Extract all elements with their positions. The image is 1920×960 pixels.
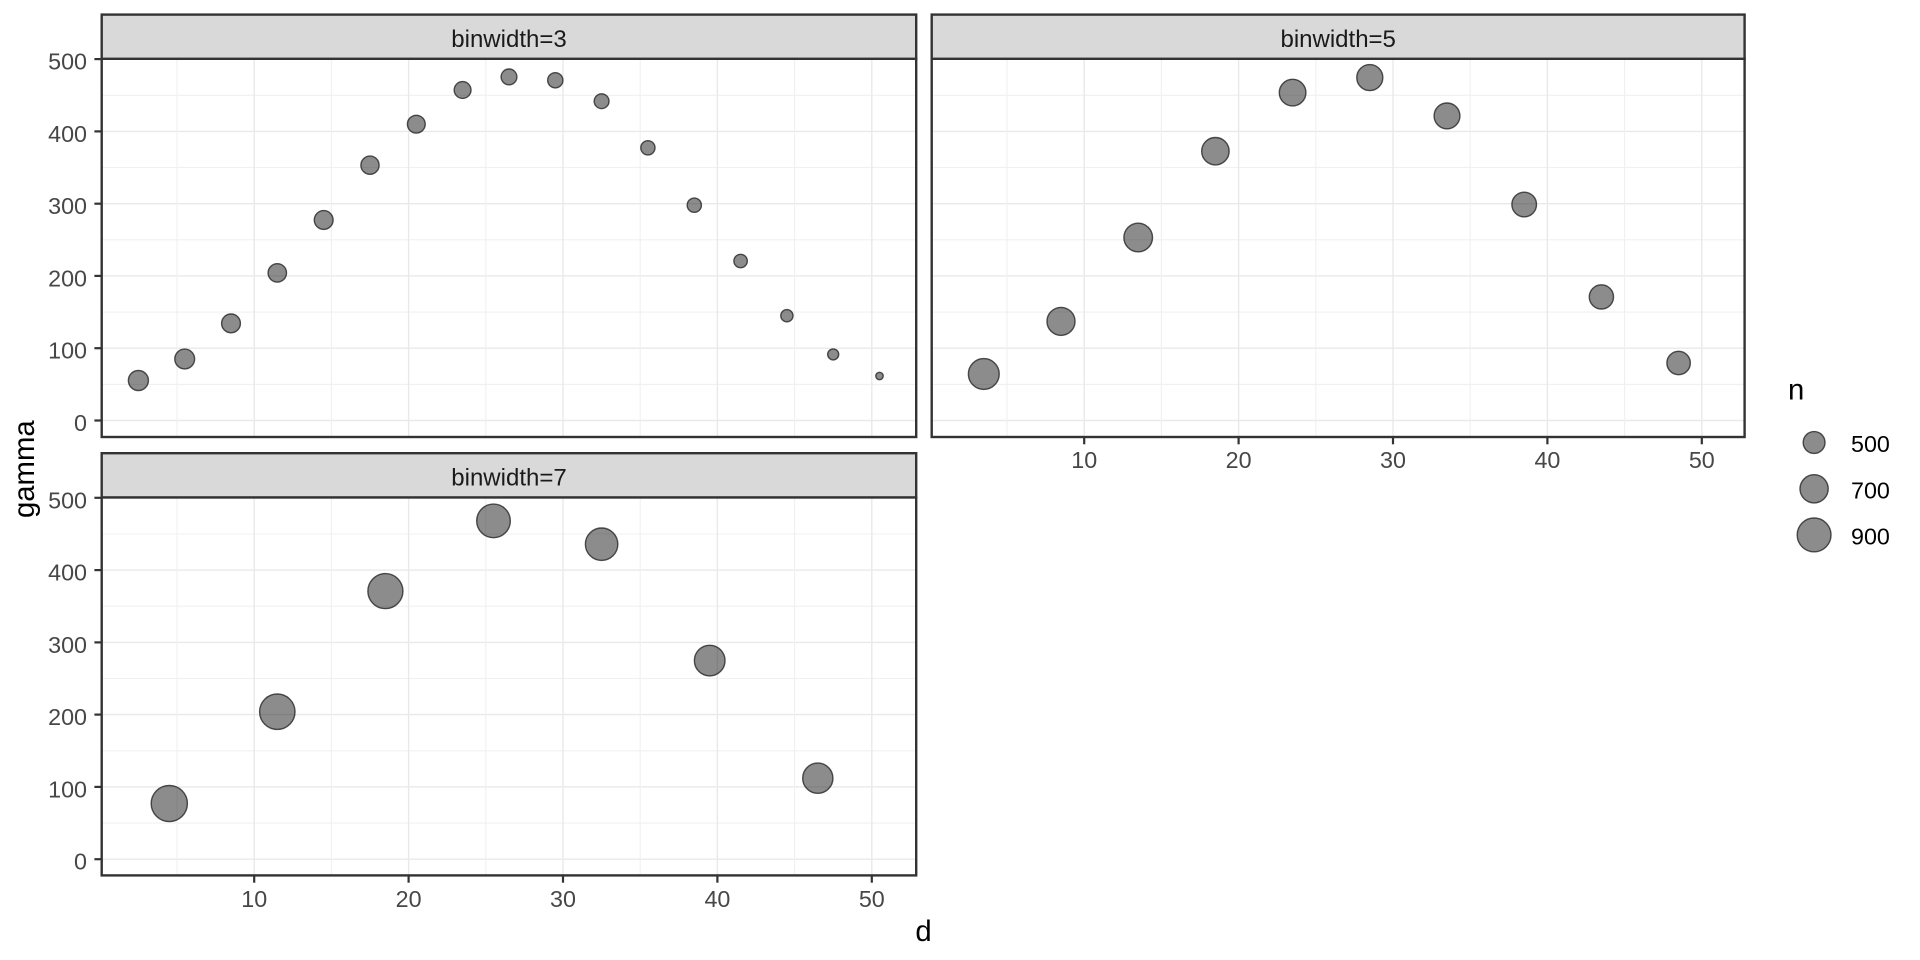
svg-text:10: 10: [1071, 447, 1097, 473]
svg-text:500: 500: [48, 487, 87, 513]
svg-text:0: 0: [74, 849, 87, 875]
svg-text:900: 900: [1851, 524, 1890, 550]
svg-text:binwidth=5: binwidth=5: [1280, 26, 1395, 53]
svg-text:400: 400: [48, 121, 87, 147]
svg-text:300: 300: [48, 193, 87, 219]
svg-text:gamma: gamma: [8, 420, 41, 518]
svg-text:10: 10: [241, 886, 267, 912]
svg-text:700: 700: [1851, 477, 1890, 503]
svg-text:20: 20: [1226, 447, 1252, 473]
svg-text:binwidth=3: binwidth=3: [451, 26, 566, 53]
svg-text:20: 20: [396, 886, 422, 912]
svg-text:300: 300: [48, 632, 87, 658]
svg-text:0: 0: [74, 410, 87, 436]
svg-text:100: 100: [48, 338, 87, 364]
svg-text:d: d: [915, 915, 931, 948]
svg-text:100: 100: [48, 776, 87, 802]
svg-text:n: n: [1788, 374, 1804, 407]
svg-text:200: 200: [48, 704, 87, 730]
svg-text:30: 30: [550, 886, 576, 912]
svg-text:200: 200: [48, 265, 87, 291]
svg-text:500: 500: [48, 49, 87, 75]
svg-text:50: 50: [859, 886, 885, 912]
svg-text:500: 500: [1851, 431, 1890, 457]
svg-text:40: 40: [1534, 447, 1560, 473]
svg-text:30: 30: [1380, 447, 1406, 473]
svg-text:50: 50: [1689, 447, 1715, 473]
svg-text:400: 400: [48, 560, 87, 586]
svg-text:binwidth=7: binwidth=7: [451, 464, 566, 491]
svg-text:40: 40: [704, 886, 730, 912]
